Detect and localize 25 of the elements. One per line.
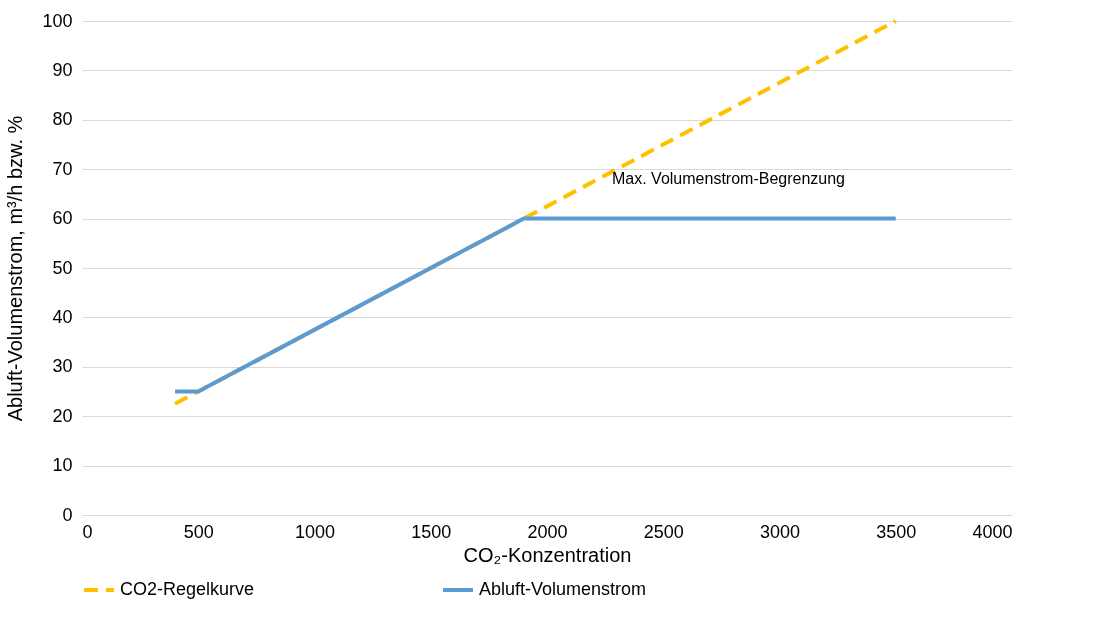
x-tick-label: 1500 [411, 521, 452, 542]
y-tick-label: 30 [52, 356, 73, 377]
y-tick-label: 40 [52, 306, 73, 327]
y-axis-title: Abluft-Volumenstrom, m³/h bzw. % [4, 115, 27, 422]
y-tick-label: 80 [52, 109, 73, 130]
x-tick-label: 0 [82, 521, 93, 542]
y-tick-label: 90 [52, 59, 73, 80]
x-axis-title: CO₂-Konzentration [463, 543, 632, 566]
x-tick-label: 3000 [759, 521, 801, 542]
x-tick-label: 500 [183, 521, 214, 542]
x-tick-label: 2000 [527, 521, 568, 542]
annotation: Max. Volumenstrom-Begrenzung [612, 170, 845, 187]
legend-label: CO2-Regelkurve [120, 579, 255, 599]
x-tick-label: 1000 [294, 521, 336, 542]
legend-label: Abluft-Volumenstrom [479, 579, 647, 599]
x-tick-label: 4000 [972, 521, 1013, 542]
y-tick-label: 60 [52, 208, 73, 229]
x-tick-label: 3500 [876, 521, 917, 542]
y-tick-label: 20 [52, 405, 73, 426]
y-tick-label: 0 [62, 504, 73, 525]
y-tick-label: 100 [42, 10, 73, 31]
y-tick-label: 70 [52, 158, 73, 179]
y-tick-label: 10 [52, 455, 73, 476]
x-tick-label: 2500 [643, 521, 684, 542]
y-tick-label: 50 [52, 257, 73, 278]
